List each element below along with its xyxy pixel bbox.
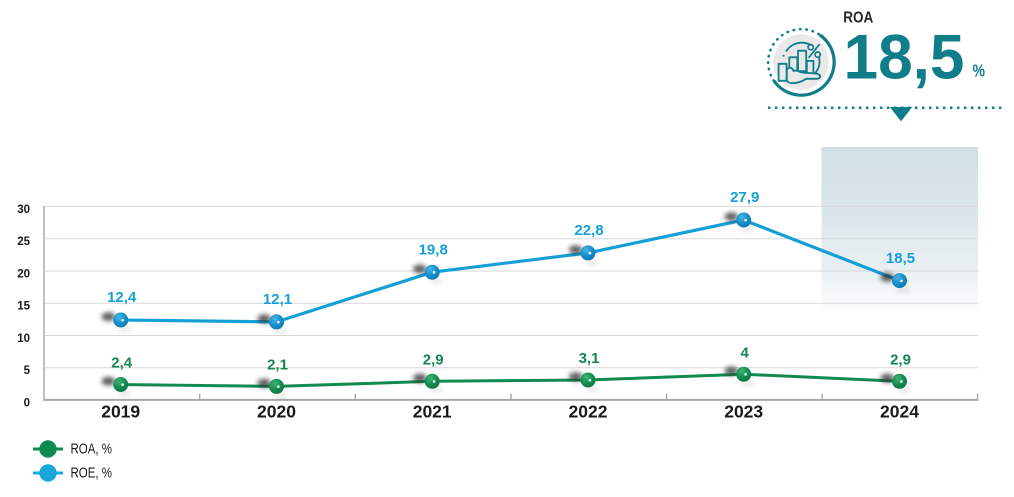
svg-text:ROE, %: ROE, %	[71, 466, 113, 482]
svg-text:4: 4	[741, 344, 750, 361]
svg-text:2022: 2022	[569, 402, 608, 422]
svg-text:19,8: 19,8	[419, 241, 448, 258]
svg-text:18,5: 18,5	[844, 23, 965, 93]
svg-text:2,9: 2,9	[890, 352, 911, 369]
svg-text:2019: 2019	[101, 402, 140, 422]
svg-text:2,4: 2,4	[111, 355, 133, 372]
svg-text:30: 30	[17, 204, 30, 216]
svg-text:10: 10	[17, 333, 30, 345]
svg-text:22,8: 22,8	[574, 222, 603, 239]
svg-text:15: 15	[17, 301, 30, 313]
svg-text:12,4: 12,4	[107, 289, 137, 306]
svg-text:ROA: ROA	[843, 9, 873, 26]
svg-text:12,1: 12,1	[263, 291, 292, 308]
svg-text:3,1: 3,1	[579, 350, 600, 367]
svg-text:5: 5	[24, 365, 31, 377]
svg-text:2,9: 2,9	[423, 352, 444, 369]
svg-text:27,9: 27,9	[730, 189, 759, 206]
svg-text:ROA, %: ROA, %	[71, 442, 113, 458]
svg-text:2,1: 2,1	[267, 357, 288, 374]
svg-text:2020: 2020	[257, 402, 296, 422]
svg-text:20: 20	[17, 269, 30, 281]
svg-text:2021: 2021	[413, 402, 452, 422]
svg-text:18,5: 18,5	[886, 250, 915, 267]
svg-text:2023: 2023	[724, 402, 763, 422]
svg-text:%: %	[973, 61, 986, 81]
svg-text:2024: 2024	[880, 402, 919, 422]
svg-text:0: 0	[24, 398, 30, 410]
svg-text:25: 25	[17, 236, 30, 248]
